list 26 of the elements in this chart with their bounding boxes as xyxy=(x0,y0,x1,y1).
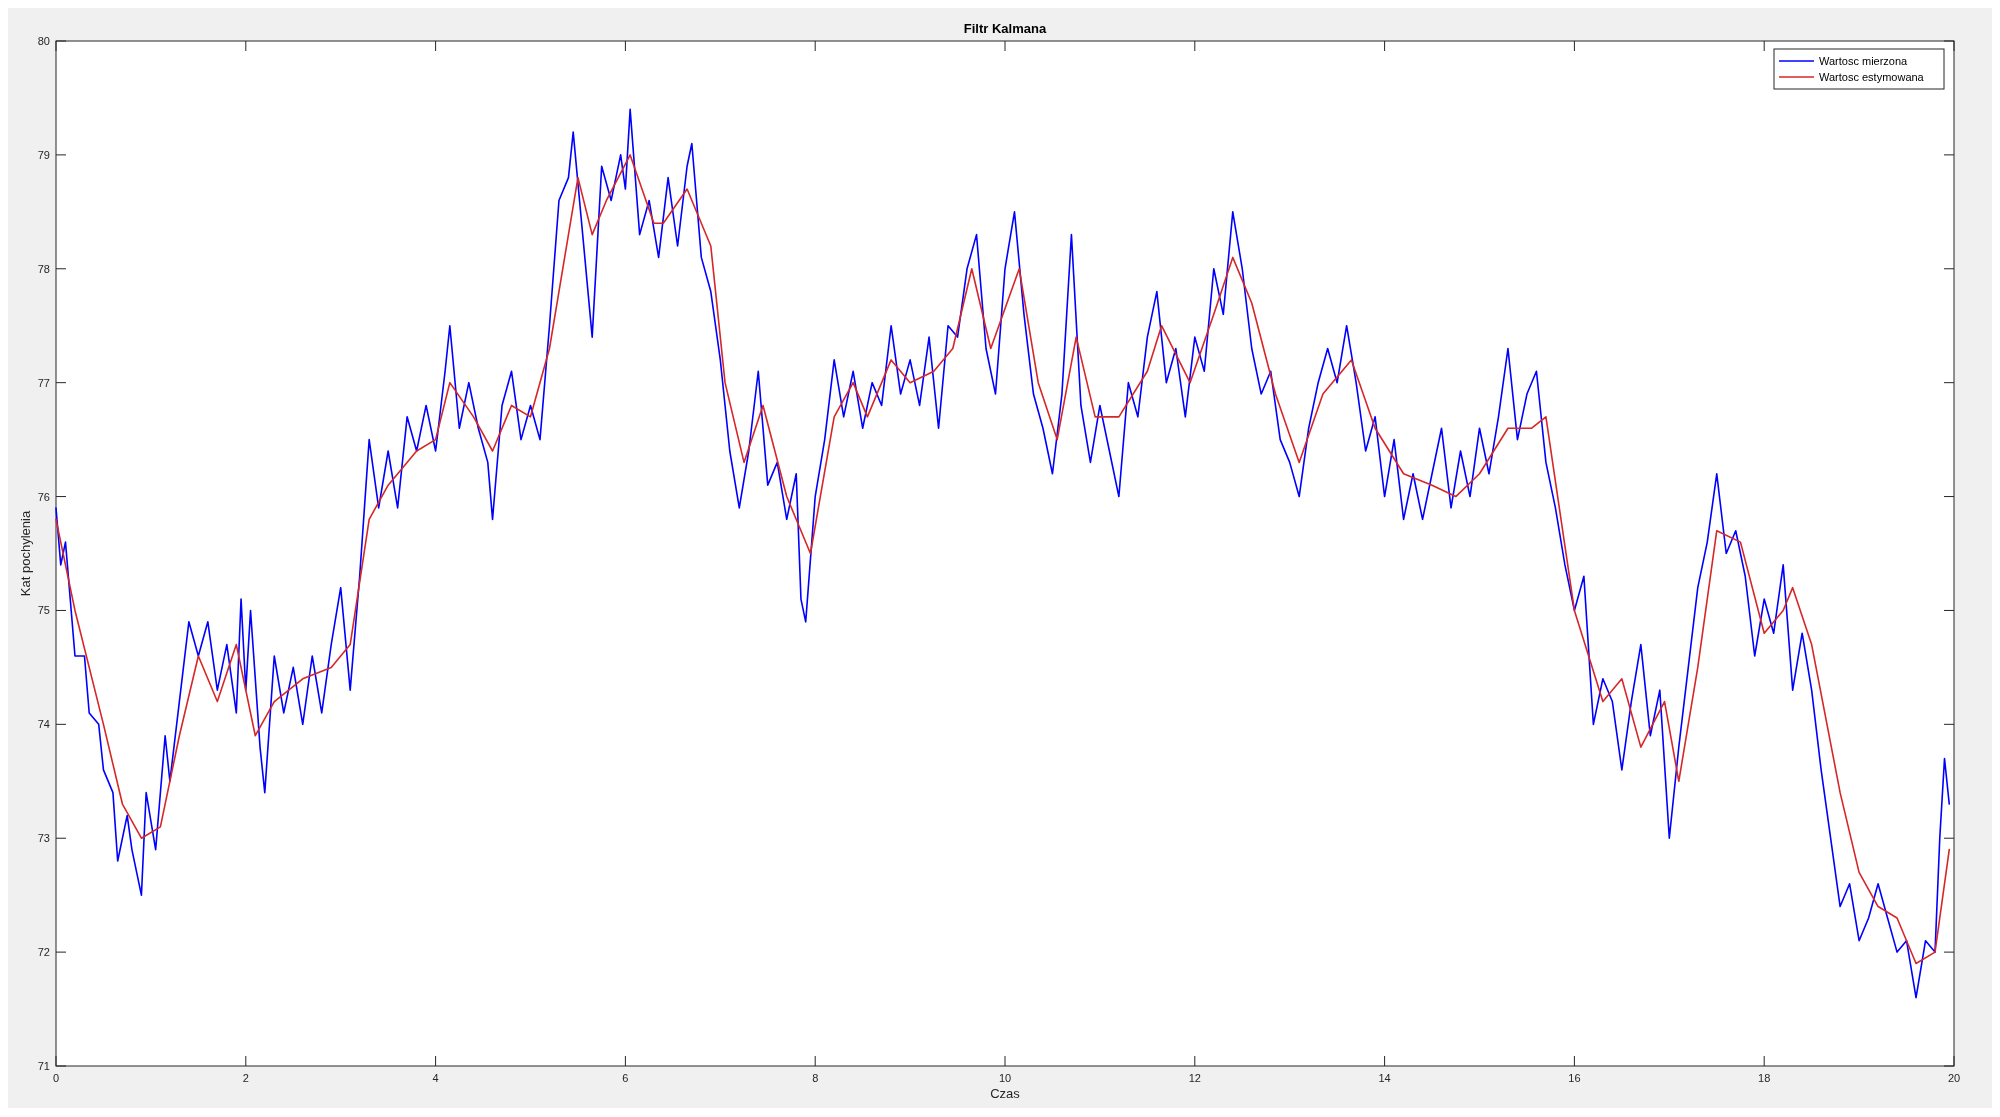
y-axis-title: Kat pochylenia xyxy=(18,510,33,597)
x-tick-label: 18 xyxy=(1758,1072,1771,1084)
x-tick-label: 8 xyxy=(812,1072,819,1084)
y-tick-label: 79 xyxy=(37,148,50,161)
y-tick-label: 78 xyxy=(37,262,50,275)
x-axis-title: Czas xyxy=(990,1086,1021,1101)
chart-title: Filtr Kalmana xyxy=(963,21,1047,36)
y-tick-label: 80 xyxy=(37,35,50,47)
x-tick-label: 2 xyxy=(242,1072,249,1084)
x-tick-label: 4 xyxy=(432,1072,439,1084)
x-tick-label: 0 xyxy=(52,1072,60,1084)
y-tick-label: 77 xyxy=(37,376,50,389)
y-tick-label: 75 xyxy=(37,604,50,617)
legend-label: Wartosc estymowana xyxy=(1819,71,1925,83)
x-tick-label: 12 xyxy=(1188,1072,1201,1084)
x-tick-label: 16 xyxy=(1568,1072,1581,1084)
y-tick-label: 76 xyxy=(37,490,50,503)
y-tick-label: 73 xyxy=(37,832,50,845)
legend-label: Wartosc mierzona xyxy=(1819,55,1909,67)
y-tick-label: 72 xyxy=(37,946,50,959)
y-tick-label: 71 xyxy=(37,1060,50,1072)
y-tick-label: 74 xyxy=(37,718,50,731)
x-tick-label: 14 xyxy=(1378,1072,1391,1084)
x-tick-label: 10 xyxy=(998,1072,1012,1084)
x-tick-label: 20 xyxy=(1947,1072,1961,1084)
x-tick-label: 6 xyxy=(622,1072,629,1084)
